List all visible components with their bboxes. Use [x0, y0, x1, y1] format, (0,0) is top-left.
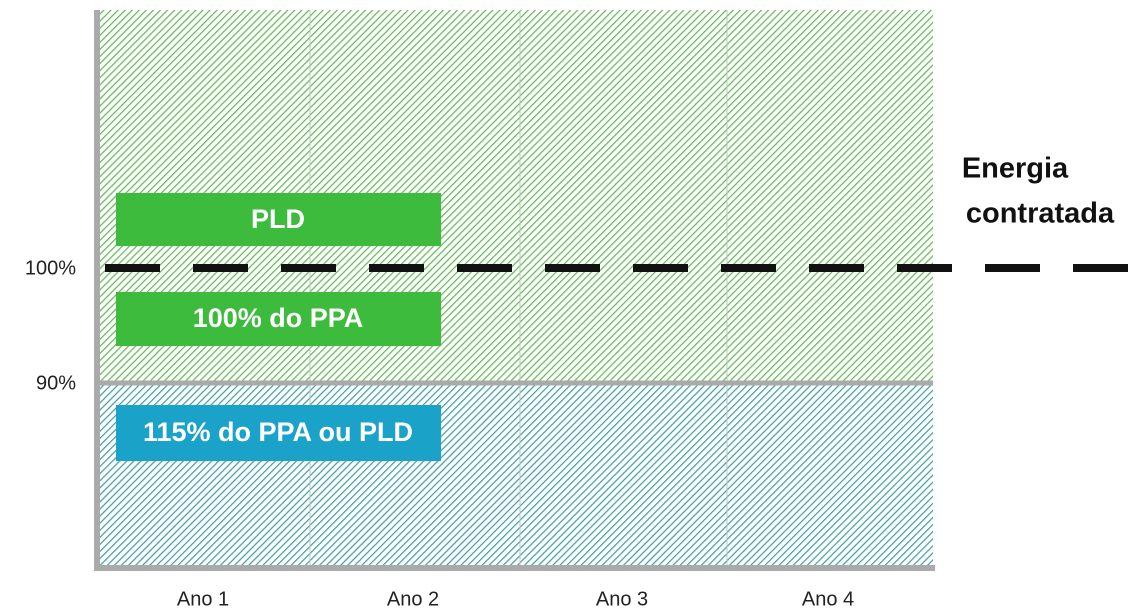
y-label: 100% — [25, 257, 76, 279]
box — [116, 292, 441, 346]
box-label: 115% do PPA ou PLD — [143, 417, 413, 447]
y-label: 90% — [36, 372, 76, 394]
box — [116, 405, 441, 461]
x-label: Ano 1 — [177, 588, 229, 610]
x-label: Ano 4 — [802, 588, 854, 610]
box — [116, 193, 441, 246]
x-label: Ano 3 — [596, 588, 648, 610]
x-label: Ano 2 — [387, 588, 439, 610]
line-label: contratada — [966, 198, 1115, 230]
box-label: 100% do PPA — [193, 303, 364, 333]
line-label: Energia — [962, 153, 1069, 185]
box-label: PLD — [251, 204, 305, 234]
